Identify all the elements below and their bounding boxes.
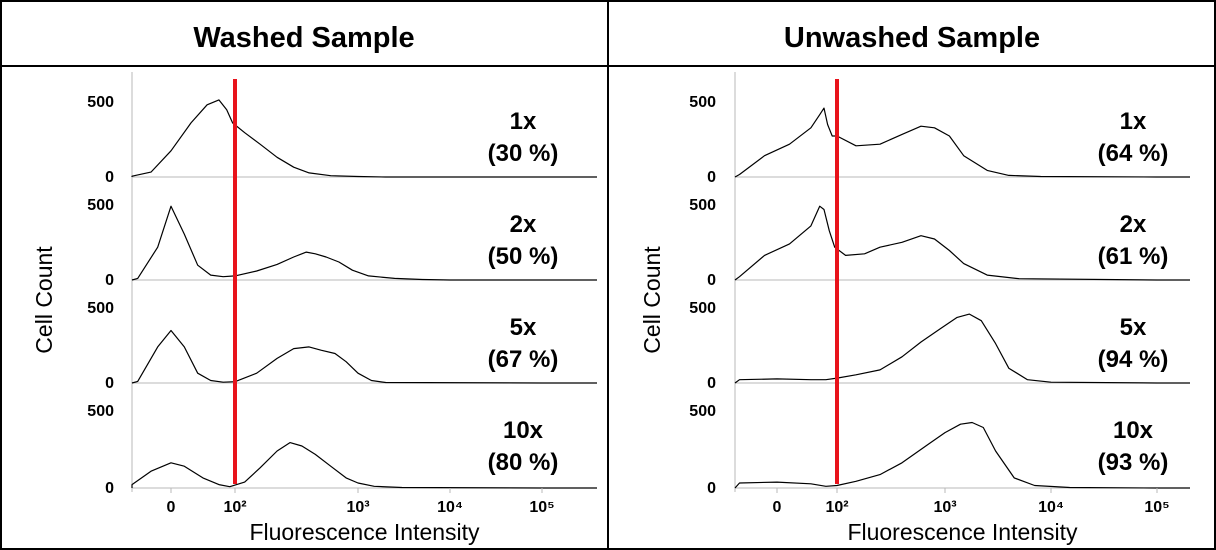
unwashed-histogram-5x [734,313,1190,384]
plots: Cell Count 0 500 1x (30 %) 0 500 2x (50 %) 0 500 5x… [31,72,1190,545]
unwashed-percent-label-1x: (64 %) [1098,140,1169,167]
washed-percent-label-2x: (50 %) [488,243,559,270]
unwashed-y-tick-500-1x: 500 [689,94,716,111]
unwashed-x-tick-label-3: 10⁴ [1038,499,1064,516]
washed-dilution-label-2x: 2x [510,211,537,238]
washed-x-tick-label-1: 10² [223,499,246,516]
unwashed-panel-2x: 0 500 2x (61 %) [689,197,1190,289]
washed-panel-5x: 0 500 5x (67 %) [87,300,597,392]
unwashed-y-tick-0-2x: 0 [707,272,716,289]
unwashed-x-tick-label-1: 10² [825,499,848,516]
unwashed-x-tick-label-0: 0 [773,499,782,516]
washed-y-tick-500-10x: 500 [87,403,114,420]
unwashed-y-tick-500-10x: 500 [689,403,716,420]
unwashed-panel-1x: 0 500 1x (64 %) [689,94,1190,186]
washed-panel-10x: 0 500 10x (80 %) [87,403,597,497]
washed-y-tick-0-10x: 0 [105,480,114,497]
washed-panel-1x: 0 500 1x (30 %) [87,94,597,186]
washed-x-tick-label-4: 10⁵ [529,499,554,516]
washed-y-tick-0-1x: 0 [105,169,114,186]
washed-x-tick-label-0: 0 [167,499,176,516]
washed-dilution-label-10x: 10x [503,417,544,444]
washed-y-tick-500-5x: 500 [87,300,114,317]
unwashed-y-tick-0-5x: 0 [707,375,716,392]
unwashed-percent-label-5x: (94 %) [1098,346,1169,373]
washed-dilution-label-1x: 1x [510,108,537,135]
unwashed-y-tick-0-1x: 0 [707,169,716,186]
washed-percent-label-10x: (80 %) [488,449,559,476]
unwashed-dilution-label-5x: 5x [1120,314,1147,341]
unwashed-y-tick-0-10x: 0 [707,480,716,497]
washed-y-tick-0-2x: 0 [105,272,114,289]
unwashed-dilution-label-10x: 10x [1113,417,1154,444]
washed-panel-2x: 0 500 2x (50 %) [87,197,597,289]
washed-x-tick-label-2: 10³ [346,499,369,516]
washed-title: Washed Sample [193,22,414,54]
unwashed-panel-5x: 0 500 5x (94 %) [689,300,1190,392]
unwashed-histogram-2x [734,205,1190,281]
washed-plot: Cell Count 0 500 1x (30 %) 0 500 2x (50 %) 0 500 5x… [31,72,597,545]
washed-histogram-5x [131,329,597,384]
unwashed-x-tick-label-4: 10⁵ [1144,499,1169,516]
washed-percent-label-1x: (30 %) [488,140,559,167]
unwashed-percent-label-2x: (61 %) [1098,243,1169,270]
washed-dilution-label-5x: 5x [510,314,537,341]
unwashed-dilution-label-2x: 2x [1120,211,1147,238]
unwashed-x-axis-label: Fluorescence Intensity [847,519,1078,545]
washed-y-tick-500-1x: 500 [87,94,114,111]
unwashed-plot: Cell Count 0 500 1x (64 %) 0 500 2x (61 %) 0 500 5x… [639,72,1190,545]
washed-y-tick-500-2x: 500 [87,197,114,214]
washed-histogram-2x [131,205,597,281]
washed-y-axis-label: Cell Count [31,246,57,354]
washed-x-tick-label-3: 10⁴ [437,499,463,516]
unwashed-dilution-label-1x: 1x [1120,108,1147,135]
washed-y-tick-0-5x: 0 [105,375,114,392]
unwashed-percent-label-10x: (93 %) [1098,449,1169,476]
washed-percent-label-5x: (67 %) [488,346,559,373]
unwashed-y-tick-500-2x: 500 [689,197,716,214]
unwashed-x-tick-label-2: 10³ [933,499,956,516]
unwashed-histogram-1x [734,107,1190,178]
unwashed-y-axis-label: Cell Count [639,246,665,354]
unwashed-y-tick-500-5x: 500 [689,300,716,317]
unwashed-histogram-10x [734,421,1190,489]
unwashed-title: Unwashed Sample [784,22,1040,54]
washed-histogram-10x [131,442,597,489]
washed-histogram-1x [131,99,597,178]
unwashed-panel-10x: 0 500 10x (93 %) [689,403,1190,497]
washed-x-axis-label: Fluorescence Intensity [249,519,480,545]
